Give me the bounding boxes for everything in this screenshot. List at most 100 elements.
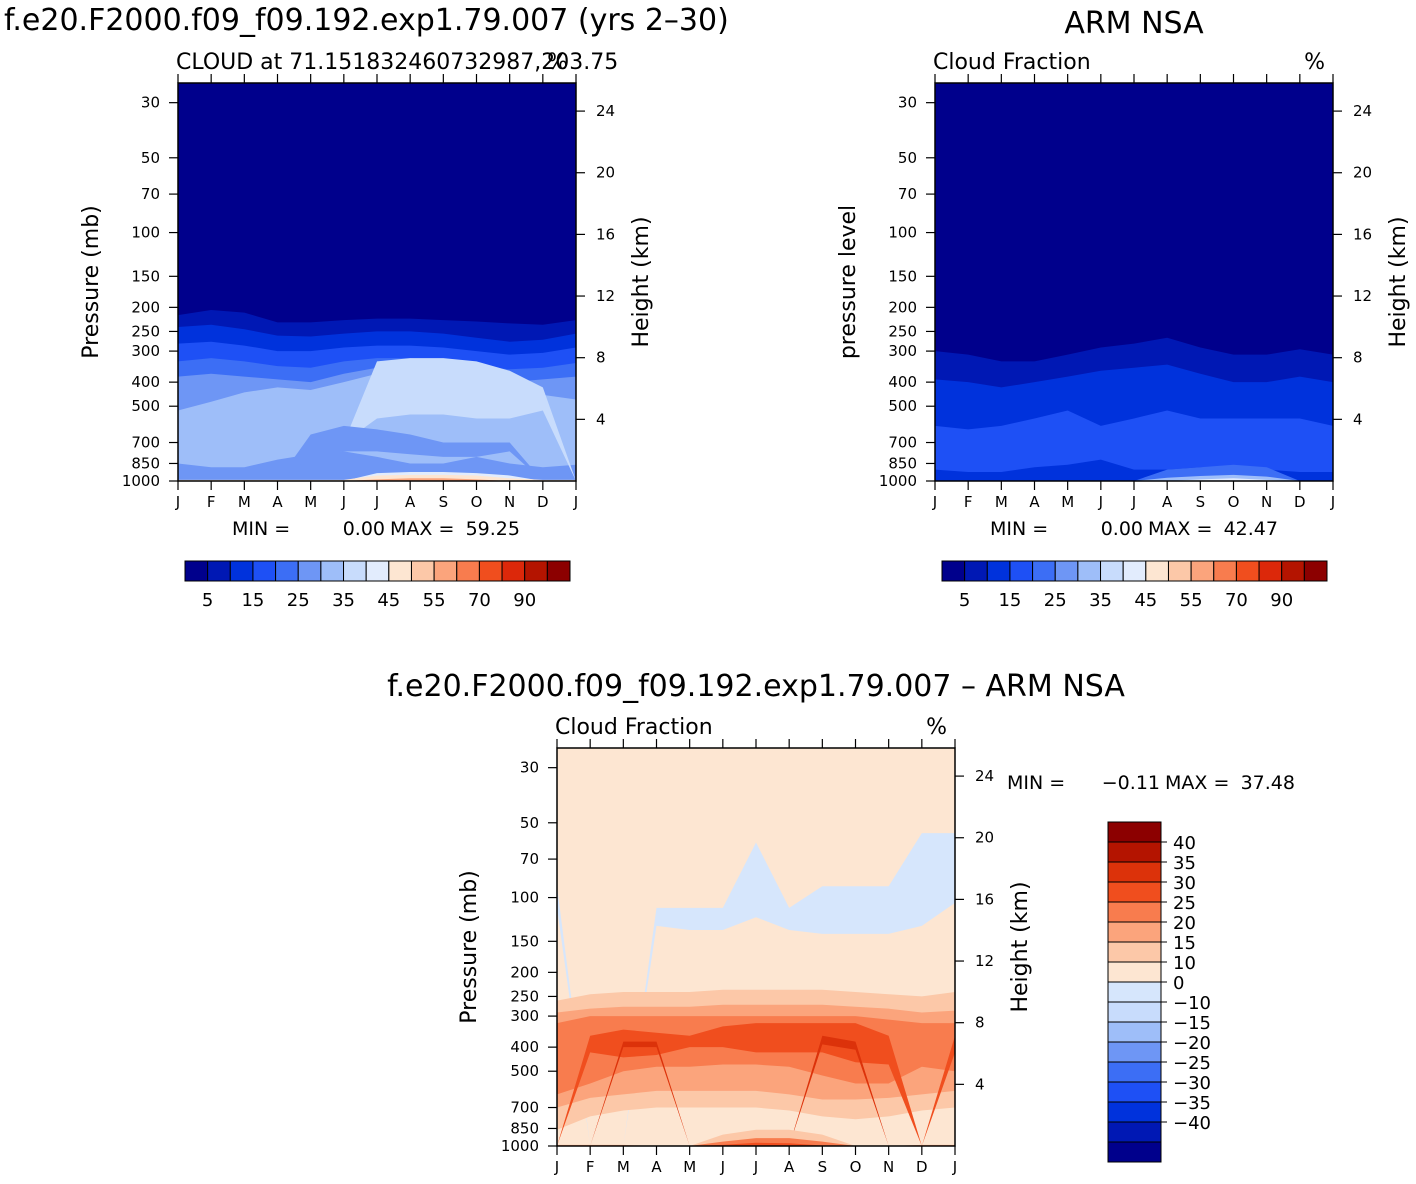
diff-colorbar-box: [1107, 841, 1162, 863]
month-label: J: [374, 493, 379, 511]
diff-colorbar-box: [1107, 941, 1162, 963]
obs-colorbar-box: [1122, 560, 1147, 582]
pressure-tick-label: 700: [131, 434, 160, 452]
model-field: [178, 83, 576, 481]
height-tick-label: 12: [975, 952, 994, 970]
panel-subtitle: Cloud Fraction: [555, 715, 713, 740]
diff-colorbar-label: 40: [1173, 833, 1196, 854]
model-colorbar-box: [297, 560, 322, 582]
model-colorbar-box: [229, 560, 254, 582]
month-label: A: [1029, 493, 1040, 511]
diff-colorbar-label: −40: [1173, 1113, 1211, 1134]
month-label: A: [651, 1158, 662, 1176]
month-label: O: [850, 1158, 862, 1176]
model-colorbar-box: [501, 560, 526, 582]
y2-axis-label: Height (km): [1386, 216, 1411, 347]
obs-colorbar-box: [1258, 560, 1283, 582]
max-label: MAX =: [1165, 772, 1229, 794]
diff-title: f.e20.F2000.f09_f09.192.exp1.79.007 – AR…: [387, 669, 1125, 704]
model-colorbar-label: 45: [377, 590, 400, 611]
height-tick-label: 4: [596, 410, 606, 428]
pressure-tick-label: 250: [510, 987, 539, 1005]
diff-colorbar-box: [1107, 1081, 1162, 1103]
month-label: F: [964, 493, 973, 511]
obs-colorbar-label: 15: [998, 590, 1021, 611]
model-colorbar-label: 15: [241, 590, 264, 611]
pressure-tick-label: 500: [510, 1062, 539, 1080]
month-label: S: [439, 493, 449, 511]
height-tick-label: 8: [975, 1014, 985, 1032]
obs-colorbar-box: [964, 560, 988, 582]
diff-colorbar-box: [1107, 961, 1162, 983]
diff-colorbar-label: −35: [1173, 1093, 1211, 1114]
month-label: A: [784, 1158, 795, 1176]
model-colorbar-box: [478, 560, 503, 582]
month-label: F: [207, 493, 216, 511]
height-tick-label: 20: [1353, 164, 1372, 182]
y2-axis-label: Height (km): [1008, 881, 1033, 1012]
height-tick-label: 24: [975, 767, 994, 785]
diff-colorbar-box: [1107, 981, 1162, 1003]
obs-colorbar-box: [1145, 560, 1169, 582]
pressure-tick-label: 100: [131, 224, 160, 242]
model-colorbar-label: 90: [513, 590, 536, 611]
month-label: O: [471, 493, 483, 511]
obs-colorbar-label: 45: [1134, 590, 1157, 611]
pressure-tick-label: 70: [898, 185, 917, 203]
pressure-tick-label: 150: [510, 932, 539, 950]
pressure-tick-label: 70: [141, 185, 160, 203]
pressure-tick-label: 250: [131, 322, 160, 340]
obs-colorbar-box: [1167, 560, 1192, 582]
units-label: %: [926, 715, 947, 740]
month-label: J: [1330, 493, 1335, 511]
model-colorbar-box: [207, 560, 231, 582]
diff-colorbar-label: 10: [1173, 953, 1196, 974]
diff-colorbar-box: [1107, 921, 1162, 943]
model-colorbar-box: [524, 560, 548, 582]
month-label: J: [753, 1158, 758, 1176]
pressure-tick-label: 30: [898, 94, 917, 112]
month-label: S: [1196, 493, 1206, 511]
units-label: %: [547, 50, 568, 75]
diff-colorbar-box: [1107, 1041, 1162, 1063]
diff-colorbar-box: [1107, 1001, 1162, 1023]
month-label: F: [586, 1158, 595, 1176]
diff-colorbar-label: −25: [1173, 1053, 1211, 1074]
obs-colorbar-box: [1054, 560, 1079, 582]
model-colorbar-label: 70: [468, 590, 491, 611]
model-colorbar-box: [546, 560, 571, 582]
diff-colorbar-label: 25: [1173, 893, 1196, 914]
model-colorbar-box: [184, 560, 209, 582]
panel-subtitle: Cloud Fraction: [933, 50, 1091, 75]
obs-colorbar-box: [1077, 560, 1102, 582]
obs-colorbar-box: [1213, 560, 1237, 582]
diff-contour-band: [557, 1023, 955, 1146]
diff-colorbar-label: −15: [1173, 1013, 1211, 1034]
height-tick-label: 24: [1353, 102, 1372, 120]
min-label: MIN =: [1007, 772, 1065, 794]
pressure-tick-label: 1000: [501, 1137, 539, 1155]
model-colorbar-label: 5: [202, 590, 213, 611]
height-tick-label: 8: [596, 349, 606, 367]
pressure-tick-label: 400: [510, 1038, 539, 1056]
model-colorbar-box: [365, 560, 390, 582]
pressure-tick-label: 100: [888, 224, 917, 242]
obs-colorbar-box: [1032, 560, 1056, 582]
min-label: MIN =: [232, 518, 290, 540]
obs-colorbar-box: [986, 560, 1011, 582]
panel-subtitle: CLOUD at 71.151832460732987,203.75: [176, 50, 618, 75]
obs-field: [935, 83, 1333, 481]
obs-colorbar-box: [1100, 560, 1124, 582]
min-value: −0.11: [1102, 772, 1160, 794]
model-colorbar-label: 25: [287, 590, 310, 611]
month-label: M: [304, 493, 317, 511]
model-colorbar-label: 55: [423, 590, 446, 611]
model-colorbar-box: [275, 560, 299, 582]
obs-colorbar-box: [1303, 560, 1328, 582]
month-label: M: [1061, 493, 1074, 511]
obs-contour-band: [935, 410, 1333, 473]
y-axis-label: Pressure (mb): [457, 870, 482, 1024]
pressure-tick-label: 700: [510, 1099, 539, 1117]
obs-colorbar-label: 35: [1089, 590, 1112, 611]
